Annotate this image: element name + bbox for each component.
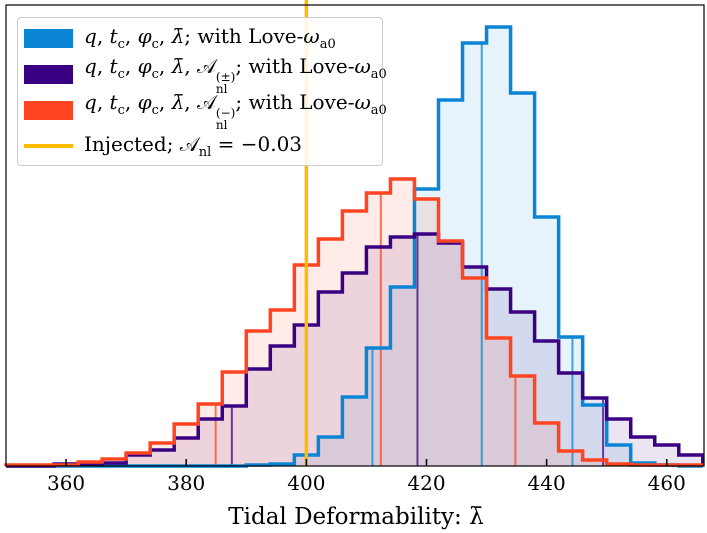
legend-text-segment: a0 (319, 37, 336, 52)
legend-entry-2: q, tc, φc, λ̄, 𝒜 (−) nl; with Love-ωa0 (18, 90, 387, 131)
legend-text-segment: = −0.03 (211, 132, 303, 156)
legend-text-segment: q (84, 89, 97, 114)
legend-text-segment: ; with Love- (184, 24, 304, 48)
legend-text-segment: ; with Love- (235, 89, 355, 114)
legend-text-segment: , (158, 53, 172, 78)
legend-text-segment: t (109, 89, 118, 114)
legend-entry-3: Injected; 𝒜nl = −0.03 (18, 128, 302, 164)
legend-label-3: Injected; 𝒜nl = −0.03 (84, 132, 302, 160)
legend-text-segment: c (151, 37, 159, 52)
legend-text-segment: t (109, 24, 118, 48)
legend-text-segment: c (117, 66, 125, 82)
legend-text-segment: c (117, 37, 125, 52)
legend-text-segment: , (184, 53, 197, 78)
x-tick-label-1: 380 (167, 471, 205, 495)
x-axis-label: Tidal Deformability: λ̄ (228, 504, 483, 530)
legend-text-segment: λ̄ (171, 24, 185, 48)
legend-text-segment: c (151, 102, 159, 118)
legend-text-segment: , (158, 24, 172, 48)
legend-text-segment: 𝒜 (179, 132, 199, 156)
legend-swatch-2 (24, 100, 73, 120)
legend-text-segment: φ (137, 89, 152, 114)
legend-text-segment: 𝒜 (197, 89, 216, 114)
legend-text-segment: nl (198, 145, 212, 160)
legend-text-segment: , (96, 89, 110, 114)
legend-text-segment: , (158, 89, 172, 114)
legend-swatch-1 (24, 64, 73, 84)
legend-text-segment: ω (303, 24, 320, 48)
histogram-outline-series-2 (4, 177, 705, 467)
legend-label-1: q, tc, φc, λ̄, 𝒜 (±) nl; with Love-ωa0 (84, 54, 387, 95)
legend-text-segment: , (184, 89, 197, 114)
legend-swatch-3 (24, 144, 73, 148)
legend-text-segment: c (151, 66, 159, 82)
legend-text-segment: c (117, 102, 125, 118)
legend-text-segment: ; with Love- (235, 53, 355, 78)
legend-text-segment: , (96, 53, 110, 78)
legend-text-segment: φ (137, 24, 152, 48)
x-tick-label-0: 360 (47, 471, 85, 495)
histogram-fill-series-0 (6, 27, 703, 466)
legend-text-segment: t (109, 53, 118, 78)
subscript: nl (215, 81, 228, 96)
x-tick-label-5: 460 (648, 471, 686, 495)
legend-text-segment: q (84, 53, 97, 78)
histogram-fill-series-2 (6, 179, 703, 466)
legend-entry-1: q, tc, φc, λ̄, 𝒜 (±) nl; with Love-ωa0 (18, 54, 387, 95)
legend-text-segment: a0 (370, 102, 387, 118)
legend-text-segment: a0 (370, 66, 387, 82)
legend-swatch-0 (24, 28, 73, 48)
legend-text-segment: 𝒜 (197, 53, 216, 78)
legend-text-segment: ω (354, 89, 371, 114)
legend-text-segment: , (124, 53, 138, 78)
legend-text-segment: , (124, 89, 138, 114)
sup-sub: (±) nl (216, 71, 235, 95)
x-tick-label-2: 400 (287, 471, 325, 495)
legend-text-segment: Injected; (84, 132, 180, 156)
x-tick-label-3: 420 (407, 471, 445, 495)
legend-text-segment: λ̄ (171, 53, 185, 78)
legend-text-segment: , (124, 24, 138, 48)
histogram-fill-series-1 (6, 234, 703, 466)
superscript: (±) (215, 69, 236, 84)
legend-text-segment: , (96, 24, 110, 48)
legend-text-segment: λ̄ (171, 89, 185, 114)
superscript: (−) (215, 105, 236, 120)
legend-text-segment: ω (354, 53, 371, 78)
legend-label-2: q, tc, φc, λ̄, 𝒜 (−) nl; with Love-ωa0 (84, 90, 387, 131)
legend-text-segment: φ (137, 53, 152, 78)
x-tick-label-4: 440 (528, 471, 566, 495)
legend-entry-0: q, tc, φc, λ̄; with Love-ωa0 (18, 20, 336, 56)
plot-frame (5, 4, 705, 467)
legend: q, tc, φc, λ̄; with Love-ωa0 q, tc, φc, λ… (17, 17, 387, 166)
legend-label-0: q, tc, φc, λ̄; with Love-ωa0 (84, 24, 336, 52)
sup-sub: (−) nl (216, 107, 235, 131)
subscript: nl (215, 117, 228, 132)
legend-text-segment: q (84, 24, 97, 48)
